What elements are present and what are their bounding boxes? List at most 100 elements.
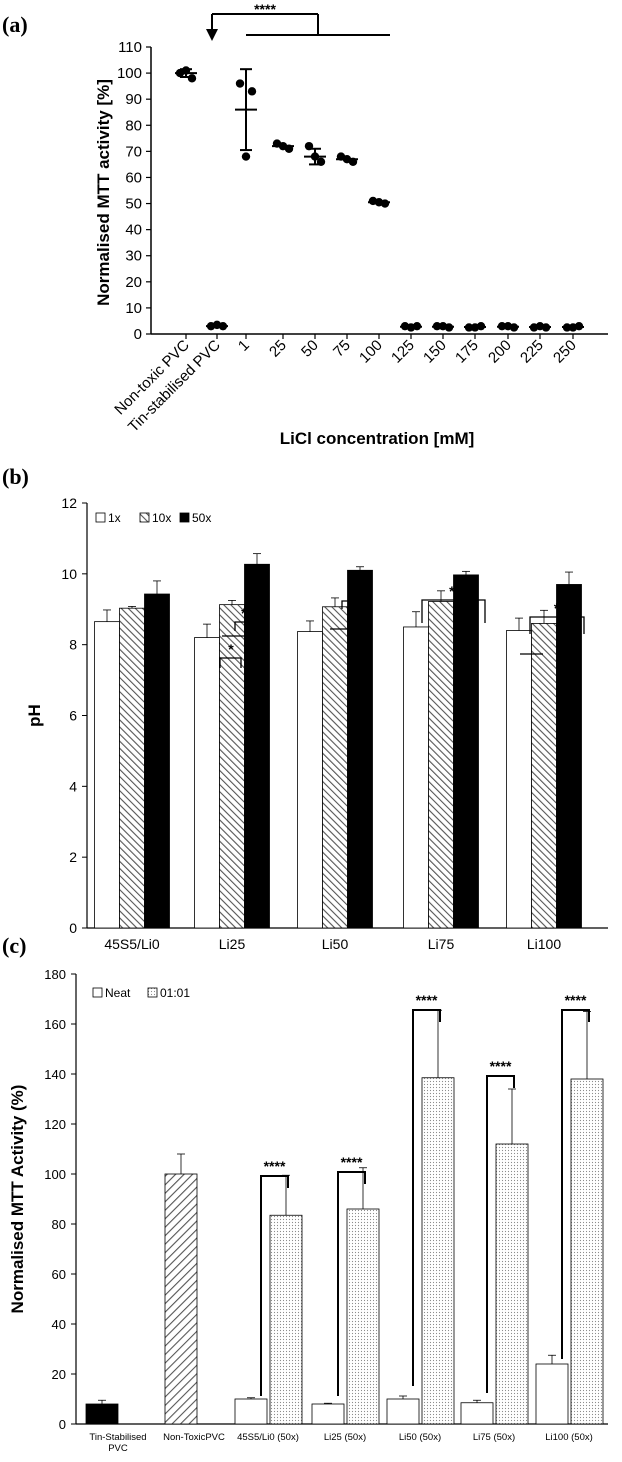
- bar-control: [164, 1173, 198, 1425]
- bar-Neat: [535, 1363, 569, 1425]
- bar-50x: [347, 569, 373, 929]
- x-tick-label: Tin-Stabilised: [89, 1432, 146, 1443]
- x-tick-label: 150: [420, 337, 450, 367]
- legend-swatch: [179, 512, 190, 523]
- data-point: [406, 323, 416, 332]
- x-tick-label: 225: [517, 337, 547, 367]
- data-point: [316, 157, 326, 166]
- x-tick-label: 75: [330, 337, 354, 361]
- y-tick-label: 20: [125, 274, 142, 291]
- y-tick-label: 60: [125, 169, 142, 186]
- significance-bracket: [486, 1075, 515, 1393]
- chart-panel-c: 0 20 40 60 80 100 120 140 160 180 Tin-StabilisedPV…: [8, 967, 608, 1454]
- bar-01:01: [269, 1214, 303, 1425]
- data-point: [247, 87, 257, 96]
- x-tick-label: Li50 (50x): [399, 1432, 441, 1443]
- data-point: [464, 323, 474, 332]
- panel-label-a: (a): [2, 12, 28, 37]
- significance-arrowhead: [206, 29, 218, 41]
- bar-1x: [194, 637, 220, 929]
- y-tick-label: 0: [59, 1417, 66, 1432]
- y-tick-label: 120: [44, 1117, 66, 1132]
- significance-label: *: [228, 641, 234, 657]
- y-tick-label: 100: [44, 1167, 66, 1182]
- data-point: [432, 321, 442, 331]
- data-point: [235, 79, 245, 88]
- data-point: [497, 321, 507, 331]
- data-point: [503, 321, 513, 331]
- panel-label-b: (b): [2, 464, 29, 489]
- legend-label: 50x: [192, 511, 211, 525]
- bar-Neat: [460, 1402, 494, 1425]
- bar-50x: [453, 574, 479, 929]
- y-tick-label: 2: [69, 849, 77, 865]
- x-tick-label: 125: [388, 337, 418, 367]
- bar-01:01: [346, 1208, 380, 1425]
- significance-bracket: [561, 1009, 590, 1359]
- bar-01:01: [421, 1077, 455, 1425]
- significance-bracket: [260, 1175, 289, 1396]
- y-tick-label: 80: [52, 1217, 66, 1232]
- data-point: [438, 321, 448, 331]
- significance-label: ****: [490, 1058, 512, 1074]
- data-point: [181, 66, 191, 75]
- significance-bracket: [421, 599, 486, 623]
- y-tick-label: 90: [125, 91, 142, 108]
- x-tick-label: 250: [550, 337, 580, 367]
- significance-label: ***: [554, 600, 571, 616]
- x-axis-title: LiCl concentration [mM]: [280, 429, 475, 448]
- data-point: [374, 198, 384, 207]
- y-tick-label: 8: [69, 637, 77, 653]
- x-tick-label: 200: [485, 337, 515, 367]
- bar-control: [85, 1403, 119, 1425]
- bar-01:01: [495, 1143, 529, 1425]
- significance-label: ****: [449, 583, 471, 599]
- data-point: [187, 74, 197, 83]
- significance-label: *: [353, 584, 359, 600]
- legend-label: 1x: [108, 511, 121, 525]
- x-tick-label: 100: [356, 337, 386, 367]
- significance-bracket: [337, 1171, 366, 1396]
- data-point: [470, 323, 480, 332]
- bar-1x: [506, 630, 532, 929]
- bar-10x: [428, 601, 454, 929]
- y-axis-title: Normalised MTT Activity (%): [8, 1085, 27, 1314]
- x-tick-label: Li25 (50x): [324, 1432, 366, 1443]
- y-tick-label: 140: [44, 1067, 66, 1082]
- data-point: [535, 321, 545, 331]
- data-point: [568, 323, 578, 332]
- bar-Neat: [234, 1398, 268, 1425]
- bar-50x: [144, 593, 170, 929]
- y-tick-label: 110: [118, 39, 142, 56]
- y-tick-label: 20: [52, 1367, 66, 1382]
- y-tick-label: 180: [44, 967, 66, 982]
- y-tick-label: 160: [44, 1017, 66, 1032]
- bar-Neat: [311, 1403, 345, 1425]
- significance-label: ****: [254, 1, 276, 17]
- bar-10x: [531, 623, 557, 929]
- x-tick-label: 25: [266, 337, 290, 361]
- bar-1x: [297, 631, 323, 929]
- x-tick-label: Li75: [428, 936, 455, 952]
- y-tick-label: 10: [61, 566, 77, 582]
- x-tick-label: Li50: [322, 936, 349, 952]
- y-tick-label: 4: [69, 778, 77, 794]
- x-tick-label: Li100 (50x): [545, 1432, 593, 1443]
- y-tick-label: 100: [117, 65, 142, 82]
- data-point: [212, 320, 222, 330]
- significance-bracket: [234, 621, 269, 631]
- data-point: [342, 154, 352, 164]
- bar-10x: [322, 606, 348, 929]
- data-point: [278, 141, 288, 151]
- y-tick-label: 40: [52, 1317, 66, 1332]
- bar-1x: [403, 626, 429, 929]
- y-tick-label: 30: [125, 248, 142, 265]
- x-tick-label: 1: [235, 337, 253, 355]
- y-tick-label: 6: [69, 708, 77, 724]
- legend-swatch: [147, 987, 158, 998]
- significance-bracket: [219, 657, 242, 668]
- data-point: [562, 323, 572, 332]
- y-tick-label: 10: [125, 300, 142, 317]
